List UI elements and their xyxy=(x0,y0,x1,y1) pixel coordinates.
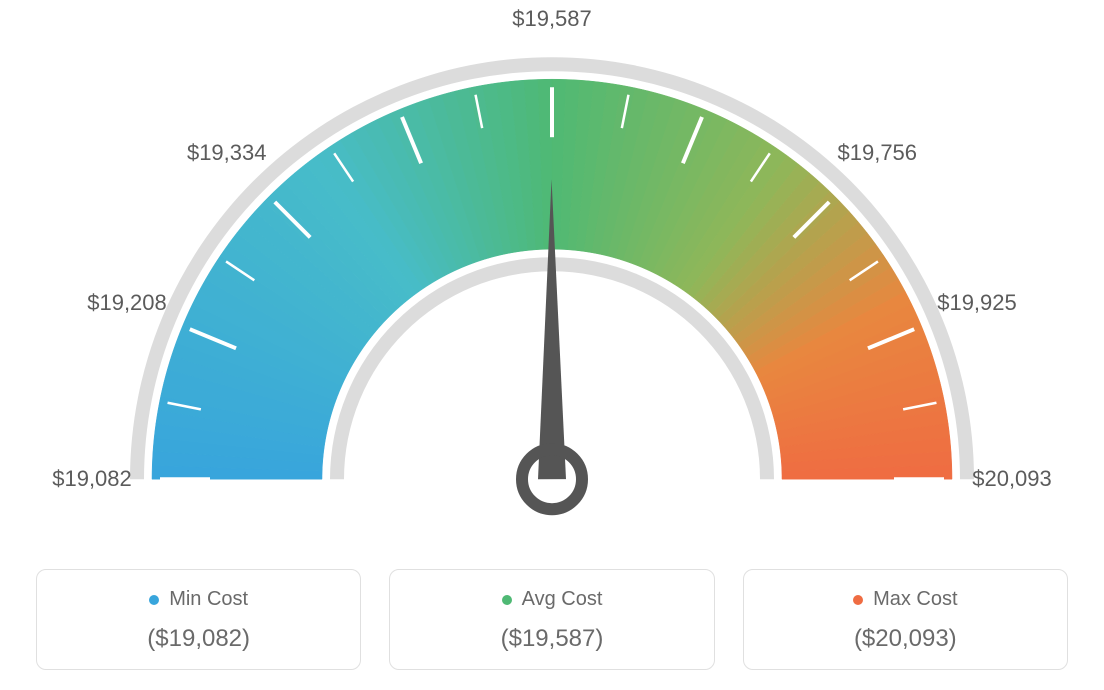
gauge-tick-label: $19,587 xyxy=(512,6,592,32)
legend-title-min: Min Cost xyxy=(149,588,248,611)
gauge-chart: $19,082 $19,208 $19,334 $19,587 $19,756 $19,9… xyxy=(0,0,1104,555)
legend-title-avg: Avg Cost xyxy=(502,588,603,611)
gauge-tick-label: $19,082 xyxy=(52,466,132,492)
gauge-tick-label: $19,334 xyxy=(187,140,267,166)
gauge-tick-label: $19,756 xyxy=(838,140,918,166)
legend-title-text: Min Cost xyxy=(169,588,248,611)
gauge-tick-label: $19,925 xyxy=(937,290,1017,316)
legend-value-min: ($19,082) xyxy=(47,625,350,653)
legend-row: Min Cost ($19,082) Avg Cost ($19,587) Ma… xyxy=(0,569,1104,670)
legend-card-max: Max Cost ($20,093) xyxy=(743,569,1068,670)
legend-card-min: Min Cost ($19,082) xyxy=(36,569,361,670)
gauge-tick-label: $19,208 xyxy=(87,290,167,316)
legend-value-max: ($20,093) xyxy=(754,625,1057,653)
dot-icon xyxy=(853,595,863,605)
dot-icon xyxy=(149,595,159,605)
gauge-tick-label: $20,093 xyxy=(972,466,1052,492)
legend-value-avg: ($19,587) xyxy=(400,625,703,653)
gauge-svg xyxy=(52,9,1052,569)
legend-title-text: Avg Cost xyxy=(522,588,603,611)
legend-card-avg: Avg Cost ($19,587) xyxy=(389,569,714,670)
legend-title-text: Max Cost xyxy=(873,588,957,611)
legend-title-max: Max Cost xyxy=(853,588,957,611)
dot-icon xyxy=(502,595,512,605)
